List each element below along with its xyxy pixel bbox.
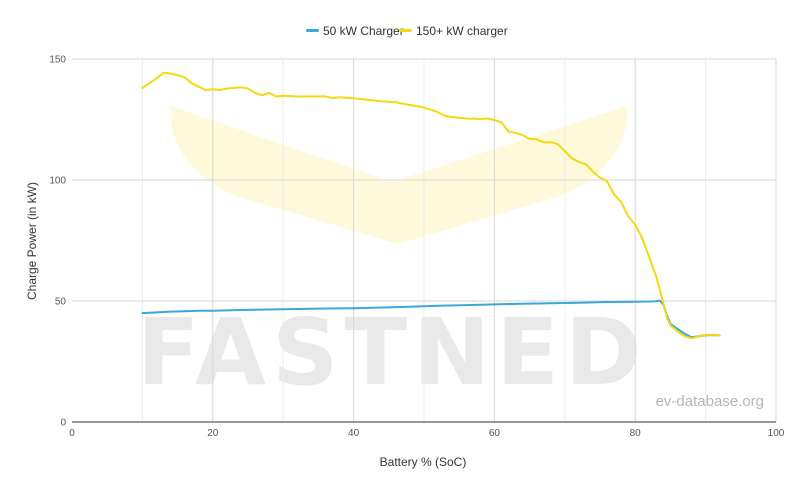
watermark: FASTNED ev-database.org xyxy=(137,106,764,410)
legend-item-50kw[interactable]: 50 kW Charger xyxy=(306,24,404,38)
x-tick-label: 100 xyxy=(768,428,785,439)
x-tick-label: 80 xyxy=(630,428,642,439)
watermark-credit: ev-database.org xyxy=(656,393,764,410)
x-tick-label: 0 xyxy=(69,428,75,439)
legend-label-50kw: 50 kW Charger xyxy=(323,24,404,38)
y-axis-title: Charge Power (in kW) xyxy=(25,182,39,300)
legend: 50 kW Charger 150+ kW charger xyxy=(306,24,508,38)
y-tick-label: 150 xyxy=(49,55,66,66)
x-axis: 0 20 40 60 80 100 xyxy=(69,421,785,439)
y-tick-label: 0 xyxy=(60,418,66,429)
watermark-text: FASTNED xyxy=(137,299,648,406)
x-tick-label: 20 xyxy=(207,428,219,439)
legend-item-150kw[interactable]: 150+ kW charger xyxy=(399,24,508,38)
y-tick-label: 50 xyxy=(55,297,67,308)
fastned-chevron-logo xyxy=(171,106,627,244)
series-line-50kw xyxy=(141,299,721,339)
y-tick-label: 100 xyxy=(49,176,66,187)
x-axis-title: Battery % (SoC) xyxy=(380,455,467,469)
x-tick-label: 40 xyxy=(348,428,360,439)
legend-swatch-50kw xyxy=(306,29,319,32)
series-group xyxy=(141,71,721,340)
y-axis: 0 50 100 150 xyxy=(49,55,66,429)
legend-label-150kw: 150+ kW charger xyxy=(416,24,508,38)
series-line-150kw xyxy=(141,71,721,340)
legend-swatch-150kw xyxy=(399,29,412,32)
x-tick-label: 60 xyxy=(489,428,501,439)
